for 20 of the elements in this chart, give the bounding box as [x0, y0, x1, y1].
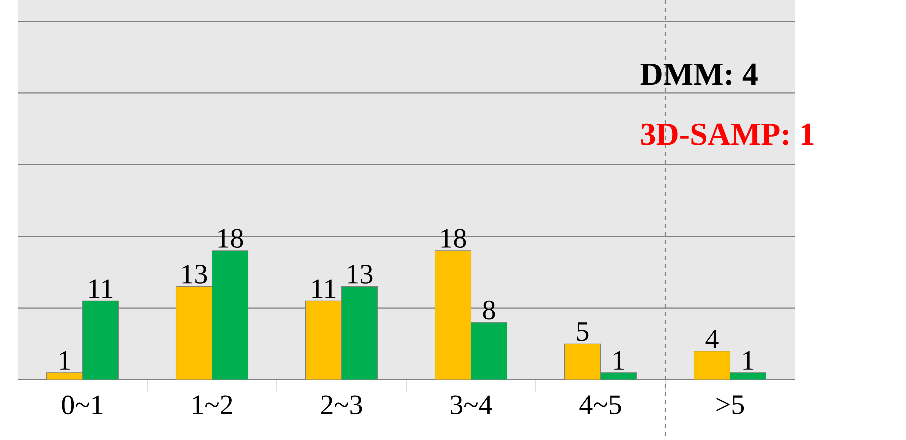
data-label: 11: [312, 280, 336, 298]
x-tick-label: 4~5: [580, 396, 622, 414]
data-label: 11: [90, 280, 113, 298]
data-label: 1: [614, 351, 624, 370]
data-label: 8: [483, 300, 496, 320]
data-label: 18: [218, 229, 244, 248]
data-label: 1: [60, 351, 70, 370]
x-tick-label: >5: [716, 396, 744, 414]
data-label: 5: [577, 322, 589, 342]
data-label: 13: [182, 265, 208, 284]
data-label: 13: [348, 265, 373, 284]
x-tick-label: 3~4: [451, 396, 492, 415]
data-label: 1: [744, 351, 754, 370]
x-tick-label: 1~2: [193, 396, 232, 414]
x-tick-label: 0~1: [62, 396, 103, 415]
data-label: 18: [442, 229, 466, 248]
x-tick-label: 2~3: [321, 396, 362, 415]
annotation: DMM: 4: [640, 64, 758, 86]
annotation: 3D-SAMP: 1: [641, 124, 814, 146]
data-label: 4: [706, 330, 719, 348]
